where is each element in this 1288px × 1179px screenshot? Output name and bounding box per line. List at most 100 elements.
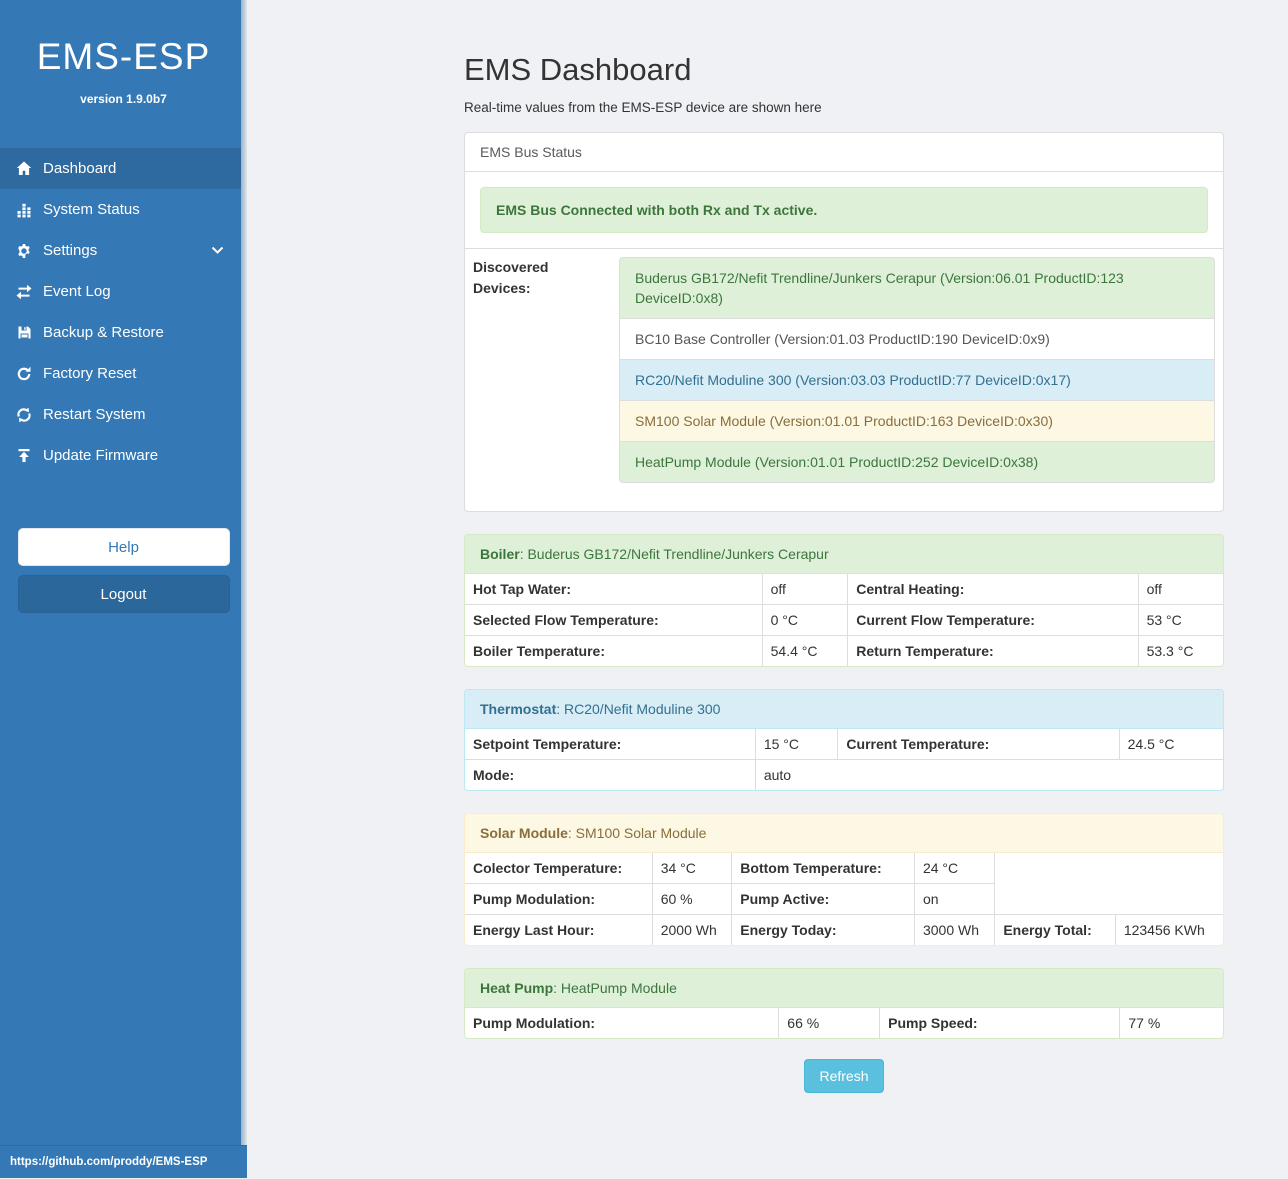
value-cell: 15 °C — [754, 728, 839, 760]
thermostat-panel-subtitle: : RC20/Nefit Moduline 300 — [556, 701, 721, 717]
heat-pump-panel-subtitle: : HeatPump Module — [553, 980, 677, 996]
sidebar-item-label: Event Log — [43, 283, 111, 300]
ems-bus-status-heading: EMS Bus Status — [465, 133, 1223, 172]
ems-bus-status-panel: EMS Bus Status EMS Bus Connected with bo… — [464, 132, 1224, 512]
device-list-item: Buderus GB172/Nefit Trendline/Junkers Ce… — [619, 257, 1215, 319]
sidebar-item-label: Dashboard — [43, 160, 117, 177]
app-title: EMS-ESP — [36, 36, 211, 77]
value-cell: 123456 KWh — [1114, 914, 1224, 946]
heat-pump-panel: Heat Pump: HeatPump Module Pump Modulati… — [464, 968, 1224, 1039]
value-cell: off — [761, 573, 849, 605]
boiler-table: Hot Tap Water: off Central Heating: off … — [464, 573, 1224, 667]
value-cell: auto — [754, 759, 1224, 791]
home-icon — [14, 161, 34, 177]
sidebar-item-update-firmware[interactable]: Update Firmware — [0, 435, 247, 476]
heat-pump-panel-heading: Heat Pump: HeatPump Module — [465, 969, 1223, 1008]
sidebar-item-label: Update Firmware — [43, 447, 159, 464]
solar-module-panel: Solar Module: SM100 Solar Module Colecto… — [464, 813, 1224, 946]
sidebar: EMS-ESP version 1.9.0b7 Dashboard System… — [0, 0, 247, 1178]
value-cell: on — [913, 883, 996, 915]
gear-icon — [14, 243, 34, 259]
sidebar-nav: Dashboard System Status Settings — [0, 148, 247, 476]
thermostat-panel-heading: Thermostat: RC20/Nefit Moduline 300 — [465, 690, 1223, 729]
value-label: Pump Speed: — [879, 1007, 1121, 1039]
value-cell: 0 °C — [761, 604, 849, 636]
value-cell: 34 °C — [651, 852, 733, 884]
value-label: Boiler Temperature: — [464, 635, 763, 667]
sidebar-item-event-log[interactable]: Event Log — [0, 271, 247, 312]
solar-panel-title: Solar Module — [480, 825, 568, 841]
table-row: Hot Tap Water: off Central Heating: off — [464, 573, 1224, 605]
sidebar-item-label: Settings — [43, 242, 98, 259]
value-label: Current Flow Temperature: — [847, 604, 1139, 636]
empty-cell — [995, 853, 1223, 915]
app-version: version 1.9.0b7 — [80, 92, 167, 106]
value-label: Energy Today: — [731, 914, 915, 946]
sidebar-item-restart-system[interactable]: Restart System — [0, 394, 247, 435]
boiler-panel-heading: Boiler: Buderus GB172/Nefit Trendline/Ju… — [465, 535, 1223, 574]
device-list-item: RC20/Nefit Moduline 300 (Version:03.03 P… — [619, 359, 1215, 401]
chevron-down-icon — [211, 246, 225, 256]
help-button[interactable]: Help — [17, 528, 230, 566]
value-cell: off — [1137, 573, 1224, 605]
upload-icon — [14, 448, 34, 464]
value-label: Bottom Temperature: — [731, 852, 915, 884]
value-label: Central Heating: — [847, 573, 1139, 605]
sidebar-item-factory-reset[interactable]: Factory Reset — [0, 353, 247, 394]
main-area: EMS Dashboard Real-time values from the … — [247, 0, 1288, 1093]
brand: EMS-ESP version 1.9.0b7 — [0, 0, 247, 106]
value-cell: 77 % — [1119, 1007, 1224, 1039]
sidebar-item-dashboard[interactable]: Dashboard — [0, 148, 247, 189]
solar-panel-heading: Solar Module: SM100 Solar Module — [465, 814, 1223, 853]
discovered-devices-label: Discovered Devices: — [465, 248, 611, 511]
heat-pump-table: Pump Modulation: 66 % Pump Speed: 77 % — [464, 1007, 1224, 1039]
value-cell: 53.3 °C — [1137, 635, 1224, 667]
thermostat-panel-title: Thermostat — [480, 701, 557, 717]
sync-icon — [14, 407, 34, 423]
sidebar-item-label: System Status — [43, 201, 140, 218]
value-label: Selected Flow Temperature: — [464, 604, 763, 636]
thermostat-table: Setpoint Temperature: 15 °C Current Temp… — [464, 728, 1224, 791]
refresh-button[interactable]: Refresh — [804, 1059, 884, 1093]
value-cell: 60 % — [651, 883, 733, 915]
value-label: Hot Tap Water: — [464, 573, 763, 605]
value-cell: 3000 Wh — [913, 914, 996, 946]
github-url-link[interactable]: https://github.com/proddy/EMS-ESP — [0, 1145, 247, 1178]
sidebar-item-label: Backup & Restore — [43, 324, 164, 341]
device-list-item: BC10 Base Controller (Version:01.03 Prod… — [619, 318, 1215, 360]
refresh-icon — [14, 366, 34, 382]
sidebar-item-settings[interactable]: Settings — [0, 230, 247, 271]
value-label: Pump Active: — [731, 883, 915, 915]
value-cell: 54.4 °C — [761, 635, 849, 667]
sidebar-item-label: Factory Reset — [43, 365, 137, 382]
page-subtitle: Real-time values from the EMS-ESP device… — [464, 100, 822, 115]
table-row: Mode: auto — [464, 759, 1224, 791]
system-status-icon — [14, 202, 34, 218]
value-label: Return Temperature: — [847, 635, 1139, 667]
value-label: Colector Temperature: — [464, 852, 653, 884]
table-row: Setpoint Temperature: 15 °C Current Temp… — [464, 728, 1224, 760]
swap-arrows-icon — [14, 284, 34, 300]
logout-button[interactable]: Logout — [17, 575, 230, 613]
sidebar-item-backup-restore[interactable]: Backup & Restore — [0, 312, 247, 353]
table-row: Pump Modulation: 66 % Pump Speed: 77 % — [464, 1007, 1224, 1039]
boiler-panel-title: Boiler — [480, 546, 520, 562]
value-label: Setpoint Temperature: — [464, 728, 756, 760]
table-row: Selected Flow Temperature: 0 °C Current … — [464, 604, 1224, 636]
value-label: Pump Modulation: — [464, 1007, 780, 1039]
solar-panel-subtitle: : SM100 Solar Module — [567, 825, 707, 841]
boiler-panel: Boiler: Buderus GB172/Nefit Trendline/Ju… — [464, 534, 1224, 667]
solar-table: Colector Temperature: 34 °C Bottom Tempe… — [464, 852, 1224, 946]
value-label: Energy Last Hour: — [464, 914, 653, 946]
thermostat-panel: Thermostat: RC20/Nefit Moduline 300 Setp… — [464, 689, 1224, 791]
value-label: Current Temperature: — [837, 728, 1120, 760]
value-cell: 24.5 °C — [1118, 728, 1224, 760]
sidebar-scrollbar[interactable] — [241, 0, 247, 1145]
value-cell: 66 % — [778, 1007, 881, 1039]
boiler-panel-subtitle: : Buderus GB172/Nefit Trendline/Junkers … — [519, 546, 829, 562]
sidebar-item-system-status[interactable]: System Status — [0, 189, 247, 230]
value-label: Mode: — [464, 759, 756, 791]
table-row: Energy Last Hour: 2000 Wh Energy Today: … — [464, 914, 1224, 946]
floppy-icon — [14, 325, 34, 341]
device-list: Buderus GB172/Nefit Trendline/Junkers Ce… — [619, 257, 1215, 483]
